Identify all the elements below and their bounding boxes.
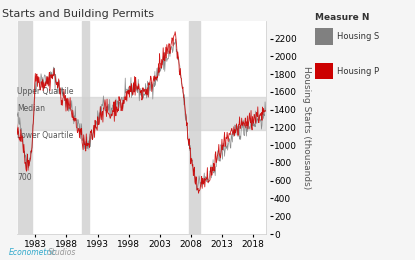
Bar [19, 21, 32, 234]
Bar [82, 21, 90, 234]
Text: Econometric: Econometric [8, 248, 56, 257]
Bar [315, 28, 333, 45]
Bar [315, 63, 333, 80]
Bar [189, 21, 200, 234]
Text: Starts and Building Permits: Starts and Building Permits [2, 9, 154, 19]
Text: Measure N: Measure N [315, 13, 370, 22]
Bar [17, 97, 266, 130]
Y-axis label: Housing Starts (thousands): Housing Starts (thousands) [303, 66, 312, 189]
Text: Median: Median [17, 104, 45, 113]
Text: Housing P: Housing P [337, 67, 379, 76]
Text: Studios: Studios [48, 248, 76, 257]
Text: 700: 700 [17, 173, 32, 182]
Text: Upper Quartile: Upper Quartile [17, 87, 74, 96]
Text: Housing S: Housing S [337, 32, 380, 41]
Text: Lower Quartile: Lower Quartile [17, 131, 73, 140]
